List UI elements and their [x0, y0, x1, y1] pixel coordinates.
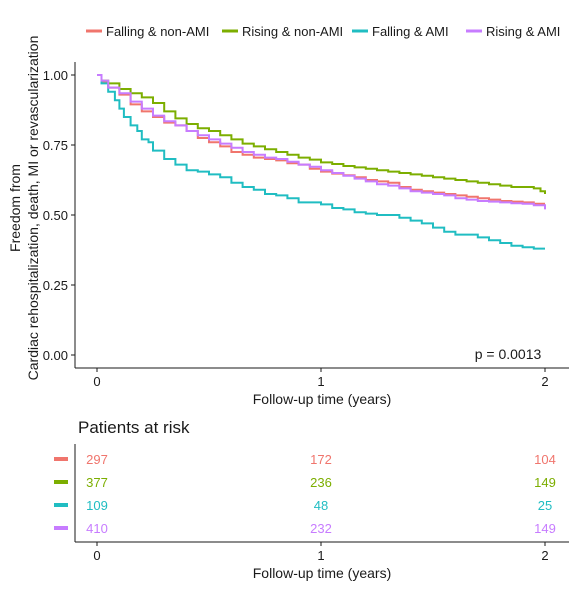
y-axis-title-line-2: Cardiac rehospitalization, death, MI or … [25, 36, 41, 381]
risk-row-1: 377 236 149 [54, 475, 556, 490]
risk-value-0-0: 297 [86, 452, 108, 467]
legend-label-0: Falling & non-AMI [106, 24, 209, 39]
curve-falling-ami [97, 74, 545, 250]
legend-item-2: Falling & AMI [352, 24, 449, 39]
risk-value-2-2: 25 [538, 498, 552, 513]
risk-value-3-1: 232 [310, 521, 332, 536]
legend: Falling & non-AMI Rising & non-AMI Falli… [86, 24, 560, 39]
risk-row-3: 410 232 149 [54, 521, 556, 536]
risk-value-1-0: 377 [86, 475, 108, 490]
risk-x-tick-label-1: 1 [317, 548, 324, 563]
risk-value-2-0: 109 [86, 498, 108, 513]
x-tick-label-1: 1 [317, 374, 324, 389]
x-tick-label-0: 0 [93, 374, 100, 389]
risk-value-2-1: 48 [314, 498, 328, 513]
p-value-annotation: p = 0.0013 [475, 346, 542, 362]
risk-key-1 [54, 480, 68, 484]
x-ticks: 0 1 2 [93, 368, 549, 389]
legend-label-2: Falling & AMI [372, 24, 449, 39]
risk-row-0: 297 172 104 [54, 452, 556, 467]
y-ticks: 0.00 0.25 0.50 0.75 1.00 [43, 68, 75, 363]
x-axis-title: Follow-up time (years) [253, 391, 391, 407]
risk-table-title: Patients at risk [78, 418, 190, 437]
risk-x-ticks: 0 1 2 [93, 542, 549, 563]
legend-item-1: Rising & non-AMI [222, 24, 343, 39]
risk-value-3-0: 410 [86, 521, 108, 536]
risk-x-axis-title: Follow-up time (years) [253, 565, 391, 581]
y-axis-title: Freedom from Cardiac rehospitalization, … [7, 36, 41, 381]
legend-label-3: Rising & AMI [486, 24, 560, 39]
legend-item-0: Falling & non-AMI [86, 24, 209, 39]
y-axis-title-line-1: Freedom from [7, 164, 23, 252]
legend-label-1: Rising & non-AMI [242, 24, 343, 39]
risk-key-0 [54, 457, 68, 461]
risk-value-3-2: 149 [534, 521, 556, 536]
y-tick-label-1: 0.25 [43, 278, 68, 293]
risk-x-tick-label-0: 0 [93, 548, 100, 563]
risk-value-1-1: 236 [310, 475, 332, 490]
risk-value-0-2: 104 [534, 452, 556, 467]
curves [97, 74, 546, 250]
risk-x-tick-label-2: 2 [541, 548, 548, 563]
risk-rows: 297 172 104 377 236 149 109 48 25 410 23… [54, 452, 556, 536]
y-tick-label-3: 0.75 [43, 138, 68, 153]
curve-falling-non-ami [97, 74, 545, 205]
risk-value-0-1: 172 [310, 452, 332, 467]
risk-key-2 [54, 503, 68, 507]
risk-key-3 [54, 526, 68, 530]
y-tick-label-2: 0.50 [43, 208, 68, 223]
legend-item-3: Rising & AMI [466, 24, 560, 39]
curve-rising-ami [97, 74, 546, 210]
x-tick-label-2: 2 [541, 374, 548, 389]
y-tick-label-0: 0.00 [43, 348, 68, 363]
risk-value-1-2: 149 [534, 475, 556, 490]
curve-rising-non-ami [97, 74, 546, 194]
risk-row-2: 109 48 25 [54, 498, 552, 513]
y-tick-label-4: 1.00 [43, 68, 68, 83]
